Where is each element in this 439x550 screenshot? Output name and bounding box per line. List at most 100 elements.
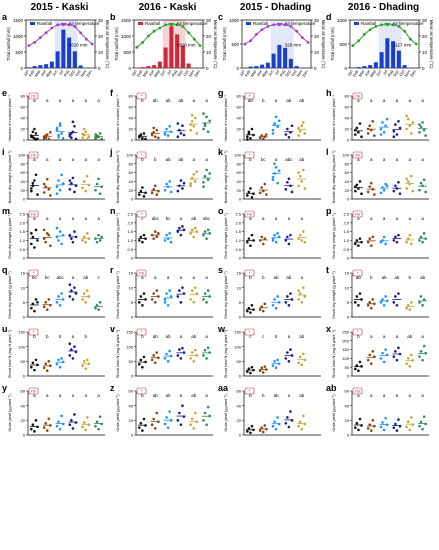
y-tick-label: 2.0 [235,220,241,225]
data-point [371,298,375,301]
data-point [276,232,279,235]
data-point [97,308,100,311]
data-point [100,235,103,239]
y-tick-label: 2.0 [19,220,25,225]
data-point [369,306,373,310]
significance-letter: a [396,216,399,221]
data-point [395,240,399,244]
weather-panel-b: 0 500 1000 1500 0 10 20 30 JanFebMarAprMayJunJul… [114,18,218,78]
data-point [179,179,183,182]
data-point [178,289,181,292]
y-tick-label: 100 [126,344,133,349]
significance-letter: b [249,157,252,162]
temperature-point [351,44,355,47]
data-point [165,416,168,419]
significance-letter: a [421,393,424,398]
y-tick-label: 1500 [121,18,132,23]
month-label: Feb [244,68,252,77]
significance-letter: abc [56,275,64,280]
significance-letter: ab [191,334,197,339]
scatter-panel-w: * 0 50 100 150 Shoot total N (mg N plant⁻¹) c c… [223,328,321,379]
data-point [31,361,35,365]
y-tick-label: 0 [128,66,131,71]
data-point [406,237,410,240]
data-point [273,162,276,166]
data-point [298,129,302,133]
y-tick-label: 0 [131,197,134,202]
significance-letter: bc [45,275,51,280]
data-point [47,417,51,421]
data-point [168,180,171,183]
data-point [419,420,423,424]
data-point [384,348,387,351]
data-point [392,426,396,429]
data-point [298,355,302,359]
y-tick-label: 100 [18,344,25,349]
data-point [100,422,103,426]
data-point [355,239,359,242]
significance-tag-box [244,210,255,218]
scatter-panel-o: ns 0 0.5 1.0 1.5 2.0 2.5 Root dry weight (g pla… [223,210,321,261]
scatter-panel-s: * 0 5 10 15 Shoot dry weight (g plant⁻¹) b b ab a… [223,269,321,320]
data-point [205,237,208,240]
significance-letter: ab [274,393,280,398]
data-point [42,237,46,240]
data-point [300,301,304,304]
y-tick-label: 1.5 [235,229,241,234]
y-tick-label: 40 [129,116,134,121]
data-point [71,298,75,301]
data-point [33,179,36,182]
data-point [33,127,36,131]
data-point [249,187,252,190]
data-point [58,303,62,307]
y-tick-label: 60 [237,105,242,110]
data-point [286,295,289,298]
significance-letter: ab [191,393,197,398]
data-point [98,192,102,196]
data-point [303,295,307,298]
data-point [297,424,300,428]
y-tick-label: 60 [345,170,350,175]
data-point [94,188,97,192]
significance-letter: a [33,393,36,398]
data-point [81,186,84,190]
data-point [397,292,400,295]
data-point [138,301,141,304]
y-axis-title: Total rainfall (mm) [330,27,335,61]
month-label: Mar [249,68,257,77]
month-label: Jan [238,69,246,77]
y-tick-label: 20 [345,188,350,193]
data-point [411,189,415,193]
data-point [168,410,171,413]
data-point [286,180,289,184]
data-point [274,240,278,244]
significance-tag: ns [355,94,361,99]
data-point [250,233,254,237]
panel-letter: l [326,147,329,157]
data-point [358,360,362,364]
data-point [289,292,292,295]
significance-tag: * [357,271,359,276]
data-point [284,357,288,360]
data-point [301,230,305,233]
data-point [397,418,400,421]
y-tick-label: 1500 [13,18,24,23]
scatter-panel-r: ns 0 5 10 15 Shoot dry weight (g plant⁻¹) a a a a… [115,269,213,320]
legend-temperature: Air temperature [69,21,101,26]
data-point [284,188,288,191]
data-point [274,306,278,310]
data-point [202,127,205,131]
significance-letter: a [275,157,278,162]
rainfall-bar [271,53,276,68]
data-point [85,416,89,419]
data-point [271,128,275,132]
significance-letter: ab [286,275,292,280]
data-point [82,292,86,295]
data-point [354,301,357,304]
data-point [182,133,186,137]
data-point [369,244,373,247]
data-point [163,133,167,136]
data-point [246,430,249,433]
scatter-panel-x: * 0 50 100 150 200 250 Shoot total N (mg N plan… [331,328,429,379]
data-point [297,298,300,301]
